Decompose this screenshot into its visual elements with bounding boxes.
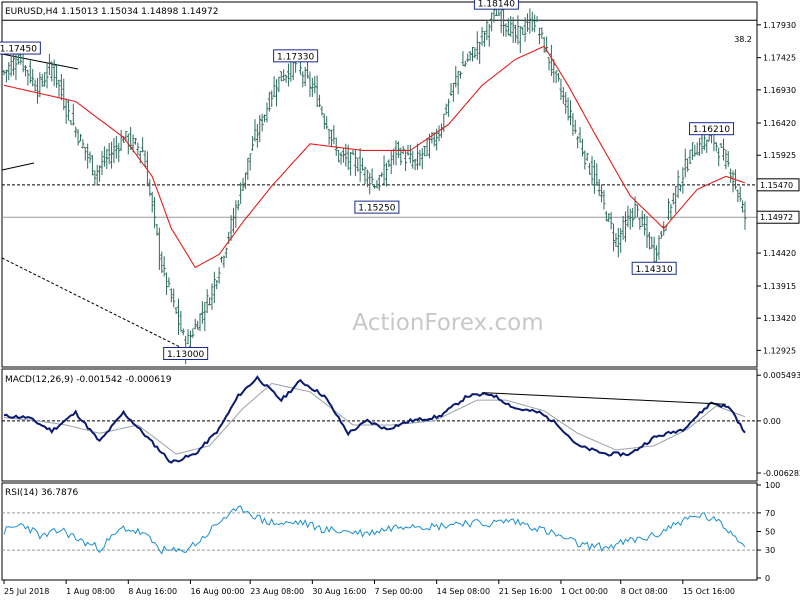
- rsi-tick-label: 30: [765, 546, 775, 555]
- price-tag-box: [756, 178, 800, 192]
- macd-pane-frame: [1, 368, 758, 482]
- price-tick-label: 1.16930: [763, 86, 796, 95]
- annotation-label: 1.16210: [693, 125, 730, 135]
- price-tag-box: [756, 210, 800, 224]
- price-tick-label: 1.13915: [763, 282, 796, 291]
- fib-level-label: 38.2: [734, 35, 752, 44]
- price-tag-label: 1.14972: [760, 213, 793, 222]
- rsi-tick-label: 50: [765, 528, 775, 537]
- macd-main-line: [3, 375, 746, 464]
- annotation-box: [163, 346, 209, 360]
- price-tick-label: 1.12925: [763, 346, 796, 355]
- watermark: ActionForex.com: [352, 310, 543, 336]
- price-tick-label: 1.13420: [763, 314, 796, 323]
- x-tick-label: 25 Jul 2018: [4, 587, 49, 596]
- annotation-box: [631, 261, 677, 275]
- macd-signal-line: [3, 382, 746, 455]
- annotation-label: 1.17330: [277, 52, 314, 62]
- rsi-pane-title: RSI(14) 36.7876: [5, 488, 78, 498]
- macd-tick-label: 0.00: [763, 417, 781, 426]
- macd-axis: 0.005493 0.00 -0.006282: [2, 371, 800, 478]
- annotation-box: [354, 200, 400, 214]
- macd-tick-label: -0.006282: [763, 469, 800, 478]
- annotation-label: 1.18140: [478, 0, 515, 10]
- price-trendlines: [1, 53, 191, 353]
- macd-pane-title: MACD(12,26,9) -0.001542 -0.000619: [5, 375, 172, 385]
- x-tick-label: 16 Aug 00:00: [190, 587, 244, 596]
- x-tick-label: 21 Sep 16:00: [499, 587, 552, 596]
- annotations: 1.17450 1.17330 1.18140 1.15250 1.16210 1.143…: [0, 0, 735, 360]
- price-tick-label: 1.14420: [763, 249, 796, 258]
- annotation-label: 1.15250: [358, 204, 395, 214]
- price-tick-label: 1.15925: [763, 151, 796, 160]
- upper-trendline: [1, 53, 79, 70]
- x-tick-label: 7 Sep 00:00: [375, 587, 423, 596]
- short-trendline: [1, 162, 35, 171]
- annotation-box: [473, 0, 519, 10]
- annotation-label: 1.17450: [0, 45, 37, 55]
- annotation-box: [689, 122, 735, 136]
- rsi-axis: 100 70 50 30 0: [2, 481, 780, 583]
- sma-line: [3, 45, 746, 269]
- annotation-label: 1.14310: [636, 265, 673, 275]
- price-tags: 1.15470 1.14972: [756, 178, 800, 224]
- annotation-box: [0, 41, 41, 55]
- x-tick-label: 1 Aug 08:00: [66, 587, 115, 596]
- rsi-tick-label: 0: [765, 574, 770, 583]
- x-tick-label: 8 Aug 16:00: [128, 587, 177, 596]
- x-tick-label: 30 Aug 16:00: [312, 587, 366, 596]
- rsi-tick-label: 70: [765, 509, 775, 518]
- macd-trendline: [482, 392, 726, 405]
- price-tick-label: 1.17930: [763, 21, 796, 30]
- price-pane-title: EURUSD,H4 1.15013 1.15034 1.14898 1.1497…: [5, 7, 218, 17]
- x-tick-label: 1 Oct 00:00: [561, 587, 608, 596]
- annotation-label: 1.13000: [167, 350, 204, 360]
- x-tick-label: 23 Aug 08:00: [250, 587, 304, 596]
- rsi-line: [3, 505, 746, 555]
- lower-dashed-trendline: [1, 257, 191, 353]
- x-axis: 25 Jul 2018 1 Aug 08:00 8 Aug 16:00 16 Aug …: [3, 580, 735, 596]
- annotation-box: [273, 49, 319, 63]
- rsi-tick-label: 100: [765, 481, 780, 490]
- x-tick-label: 14 Sep 08:00: [437, 587, 490, 596]
- x-tick-label: 15 Oct 16:00: [683, 587, 735, 596]
- price-tick-label: 1.16420: [763, 119, 796, 128]
- price-tick-label: 1.17425: [763, 54, 796, 63]
- price-tag-label: 1.15470: [760, 181, 793, 190]
- macd-tick-label: 0.005493: [763, 371, 800, 380]
- x-tick-label: 8 Oct 08:00: [621, 587, 668, 596]
